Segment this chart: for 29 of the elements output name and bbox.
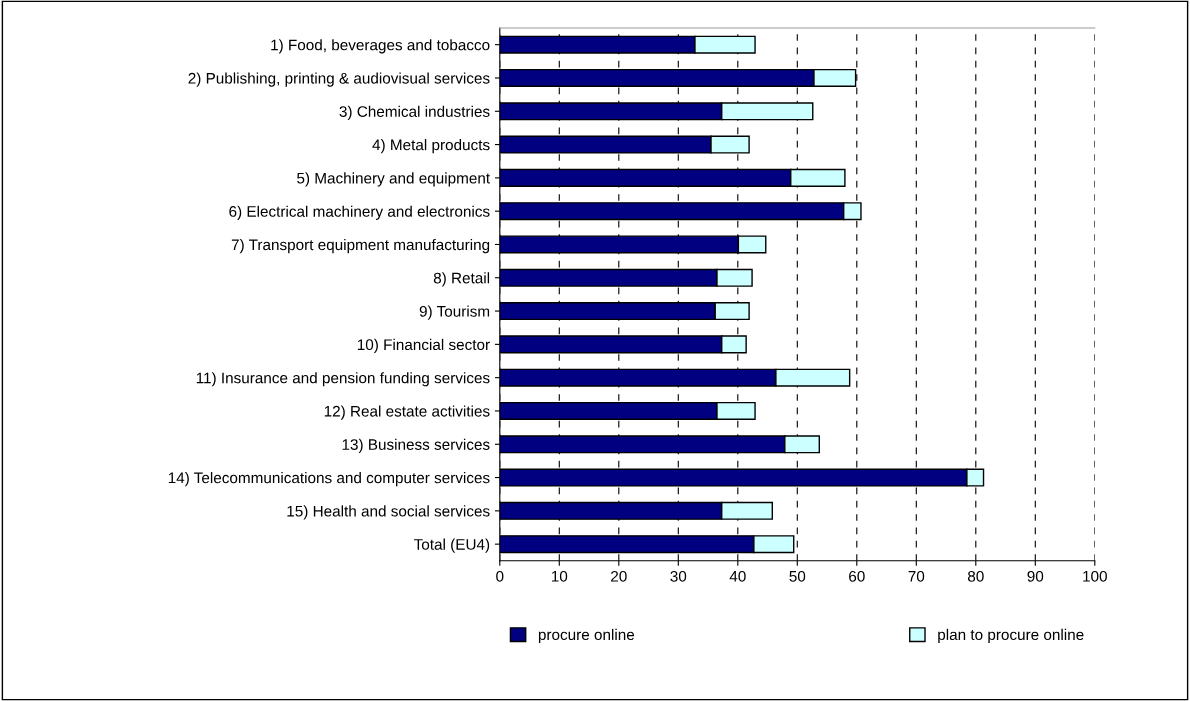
y-tick-label: Total (EU4) bbox=[414, 538, 490, 553]
y-tick-label: 6) Electrical machinery and electronics bbox=[229, 205, 490, 220]
y-tick-label: 14) Telecommunications and computer services bbox=[168, 472, 490, 487]
y-tick-label: 10) Financial sector bbox=[357, 338, 490, 354]
y-tick-label: 4) Metal products bbox=[372, 139, 490, 154]
y-tick-label: 9) Tourism bbox=[419, 305, 490, 320]
x-tick-label: 80 bbox=[967, 570, 984, 582]
y-tick-label: 8) Retail bbox=[433, 272, 490, 287]
y-tick-label: 2) Publishing, printing & audiovisual services bbox=[188, 72, 490, 87]
x-tick-label: 10 bbox=[551, 570, 568, 582]
x-tick-label: 20 bbox=[611, 570, 627, 582]
x-tick-label: 70 bbox=[908, 570, 925, 582]
y-tick-label: 12) Real estate activities bbox=[324, 405, 490, 420]
x-tick-label: 60 bbox=[849, 570, 865, 582]
y-tick-label: 3) Chemical industries bbox=[339, 105, 490, 120]
x-tick-label: 40 bbox=[729, 570, 746, 582]
x-tick-label: 100 bbox=[1083, 570, 1107, 582]
x-tick-label: 0 bbox=[496, 570, 504, 582]
legend-label: procure online bbox=[538, 628, 635, 644]
x-tick-label: 50 bbox=[789, 570, 806, 582]
legend-label: plan to procure online bbox=[938, 628, 1084, 644]
y-tick-label: 1) Food, beverages and tobacco bbox=[271, 39, 490, 54]
x-tick-label: 90 bbox=[1027, 570, 1044, 582]
y-tick-label: 15) Health and social services bbox=[287, 505, 490, 520]
y-tick-label: 13) Business services bbox=[342, 438, 490, 453]
y-tick-label: 5) Machinery and equipment bbox=[297, 172, 490, 187]
y-tick-label: 7) Transport equipment manufacturing bbox=[231, 238, 490, 254]
y-tick-label: 11) Insurance and pension funding services bbox=[196, 372, 490, 387]
x-tick-label: 30 bbox=[670, 570, 687, 582]
